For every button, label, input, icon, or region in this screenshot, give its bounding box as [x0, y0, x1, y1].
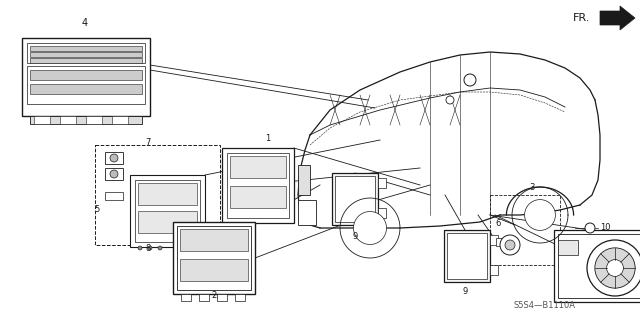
Bar — [199, 294, 209, 301]
Bar — [105, 192, 123, 200]
Bar — [298, 200, 316, 225]
Circle shape — [138, 246, 142, 250]
Circle shape — [353, 211, 387, 244]
Text: 10: 10 — [600, 224, 611, 233]
Bar — [227, 153, 289, 218]
Circle shape — [500, 235, 520, 255]
Circle shape — [595, 248, 635, 288]
Bar — [22, 38, 150, 116]
Bar — [30, 84, 142, 94]
Bar — [177, 226, 251, 290]
Bar — [490, 235, 498, 245]
Bar — [447, 233, 487, 279]
Text: 7: 7 — [145, 138, 150, 147]
Circle shape — [110, 170, 118, 178]
Bar — [30, 116, 142, 124]
Bar — [444, 230, 490, 282]
Bar — [60, 116, 76, 124]
Bar — [180, 259, 248, 281]
Bar — [138, 211, 197, 233]
Bar — [30, 70, 142, 80]
Polygon shape — [600, 6, 635, 30]
Bar — [332, 173, 378, 225]
Bar — [130, 175, 205, 247]
Bar — [490, 265, 498, 275]
Bar — [490, 195, 560, 265]
Bar — [30, 52, 142, 57]
Circle shape — [110, 154, 118, 162]
Bar — [335, 176, 375, 222]
Bar — [105, 152, 123, 164]
Circle shape — [585, 223, 595, 233]
Text: 5: 5 — [94, 205, 100, 214]
Text: 6: 6 — [495, 219, 500, 228]
Bar — [135, 180, 200, 242]
Circle shape — [607, 260, 623, 276]
Bar — [558, 240, 578, 255]
Bar — [181, 294, 191, 301]
Circle shape — [464, 74, 476, 86]
Bar — [112, 116, 128, 124]
Bar — [27, 43, 145, 63]
Bar — [217, 294, 227, 301]
Bar — [558, 234, 640, 298]
Bar — [34, 116, 50, 124]
Circle shape — [505, 240, 515, 250]
Circle shape — [158, 246, 162, 250]
Bar — [30, 46, 142, 51]
Text: 4: 4 — [82, 18, 88, 28]
Text: 3: 3 — [529, 183, 534, 192]
Bar — [27, 66, 145, 104]
Bar — [86, 116, 102, 124]
Text: 8: 8 — [145, 244, 150, 253]
Bar — [378, 208, 386, 218]
Bar — [378, 178, 386, 188]
Text: 2: 2 — [211, 291, 216, 300]
Bar — [105, 168, 123, 180]
Text: S5S4—B1110A: S5S4—B1110A — [514, 300, 576, 309]
Circle shape — [525, 200, 556, 230]
Text: 9: 9 — [462, 287, 468, 296]
Text: 9: 9 — [353, 232, 358, 241]
Bar — [173, 222, 255, 294]
Bar — [30, 58, 142, 63]
Bar — [138, 183, 197, 205]
Bar — [230, 156, 286, 178]
Bar — [554, 230, 640, 302]
Bar — [298, 165, 310, 195]
Bar — [180, 229, 248, 251]
Text: 1: 1 — [266, 134, 271, 143]
Bar — [496, 238, 504, 246]
Bar — [235, 294, 245, 301]
Bar — [230, 186, 286, 208]
Circle shape — [148, 246, 152, 250]
Bar — [222, 148, 294, 223]
Text: FR.: FR. — [573, 13, 590, 23]
Circle shape — [587, 240, 640, 296]
Bar — [95, 145, 220, 245]
Circle shape — [446, 96, 454, 104]
